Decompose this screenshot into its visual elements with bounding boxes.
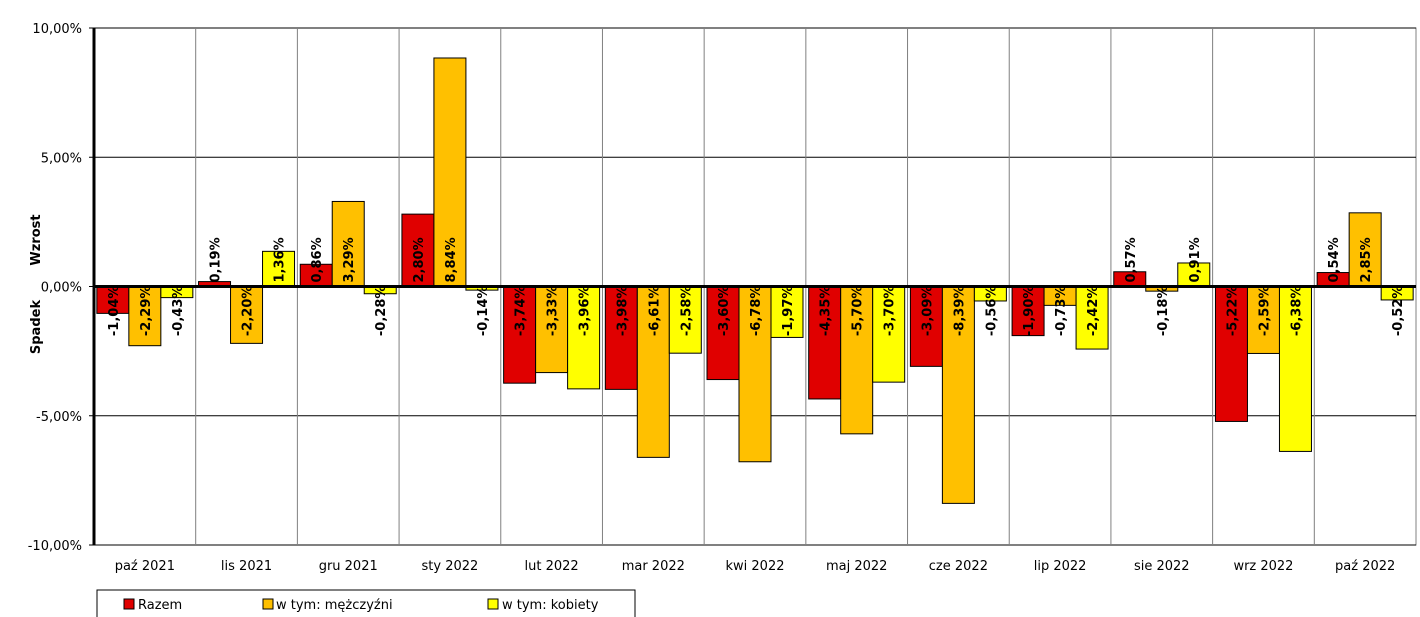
data-label: -0,14%	[476, 286, 491, 337]
bar	[738, 286, 772, 463]
bar	[909, 286, 943, 367]
axes: -10,00% -5,00% 0,00% 5,00% 10,00% paź 2021 lis…	[28, 22, 1416, 574]
legend-label-kobiety: w tym: kobiety	[502, 598, 599, 613]
x-tick-label: maj 2022	[826, 559, 887, 574]
y-tick-label: 10,00%	[32, 22, 82, 37]
data-label: -3,96%	[578, 286, 593, 337]
bar	[1246, 286, 1280, 354]
bar	[1214, 286, 1248, 422]
x-tick-label: lip 2022	[1034, 559, 1087, 574]
data-label: -2,42%	[1086, 286, 1101, 337]
data-label: 2,85%	[1359, 237, 1374, 282]
data-label: 0,54%	[1327, 237, 1342, 282]
data-label: -0,52%	[1391, 286, 1406, 337]
bar	[1278, 286, 1312, 452]
data-label: -5,22%	[1225, 286, 1240, 337]
y-tick-label: 0,00%	[41, 281, 82, 296]
y-tick-label: 5,00%	[41, 151, 82, 166]
data-label: -3,98%	[615, 286, 630, 337]
data-label: -3,60%	[717, 286, 732, 337]
legend-label-mezczyzni: w tym: mężczyźni	[276, 598, 393, 613]
x-tick-label: paź 2022	[1335, 559, 1395, 574]
data-label: 0,86%	[310, 237, 325, 282]
data-label: -2,58%	[679, 286, 694, 337]
x-tick-label: wrz 2022	[1233, 559, 1293, 574]
x-tick-label: kwi 2022	[726, 559, 785, 574]
x-tick-label: sie 2022	[1134, 559, 1190, 574]
x-tick-label: lut 2022	[525, 559, 579, 574]
x-tick-label: mar 2022	[622, 559, 685, 574]
data-label: -1,90%	[1022, 286, 1037, 337]
bar	[1075, 286, 1109, 350]
x-tick-label: paź 2021	[115, 559, 175, 574]
data-label: 0,91%	[1188, 237, 1203, 282]
y-axis-label-decrease: Spadek	[29, 300, 44, 355]
bar	[808, 286, 842, 400]
data-labels: -1,04% 0,19% 0,86% 2,80% -3,74% -3,98% -3,60% -…	[107, 237, 1406, 336]
bar	[331, 200, 365, 288]
data-label: 1,36%	[273, 237, 288, 282]
legend-swatch-kobiety	[487, 598, 499, 610]
data-label: -0,43%	[171, 286, 186, 337]
data-label: -2,59%	[1257, 286, 1272, 337]
bar	[604, 286, 638, 390]
data-label: -2,29%	[139, 286, 154, 337]
bars	[96, 57, 1414, 504]
x-tick-label: gru 2021	[319, 559, 378, 574]
data-label: 2,80%	[412, 237, 427, 282]
data-label: 0,57%	[1124, 237, 1139, 282]
data-label: 3,29%	[342, 237, 357, 282]
data-label: -0,73%	[1054, 286, 1069, 337]
data-label: -4,35%	[819, 286, 834, 337]
x-tick-label: lis 2021	[221, 559, 272, 574]
data-label: -3,09%	[920, 286, 935, 337]
bar	[567, 286, 601, 390]
data-label: -6,61%	[647, 286, 662, 337]
legend-frame	[96, 589, 636, 617]
y-tick-label: -10,00%	[28, 539, 82, 554]
bar	[636, 286, 670, 458]
data-label: -0,56%	[984, 286, 999, 337]
data-label: -8,39%	[952, 286, 967, 337]
data-label: 8,84%	[444, 237, 459, 282]
data-label: -1,04%	[107, 286, 122, 337]
x-tick-label: cze 2022	[929, 559, 988, 574]
data-label: -6,38%	[1289, 286, 1304, 337]
data-label: -0,18%	[1156, 286, 1171, 337]
data-label: -6,78%	[749, 286, 764, 337]
bar	[401, 213, 435, 287]
x-tick-label: sty 2022	[422, 559, 479, 574]
y-tick-label: -5,00%	[36, 410, 82, 425]
data-label: -2,20%	[241, 286, 256, 337]
data-label: -0,28%	[374, 286, 389, 337]
bar	[503, 286, 537, 384]
bar	[128, 286, 162, 347]
data-label: -3,33%	[546, 286, 561, 337]
data-label: 0,19%	[209, 237, 224, 282]
bar	[840, 286, 874, 435]
data-label: -5,70%	[851, 286, 866, 337]
bar	[433, 57, 467, 288]
legend-label-razem: Razem	[138, 598, 182, 613]
data-label: -3,74%	[514, 286, 529, 337]
legend-swatch-mezczyzni	[262, 598, 274, 610]
y-axis-label-increase: Wzrost	[29, 214, 44, 265]
legend: Razem w tym: mężczyźni w tym: kobiety	[96, 589, 636, 617]
data-label: -1,97%	[781, 286, 796, 337]
legend-swatch-razem	[123, 598, 135, 610]
data-label: -3,70%	[883, 286, 898, 337]
